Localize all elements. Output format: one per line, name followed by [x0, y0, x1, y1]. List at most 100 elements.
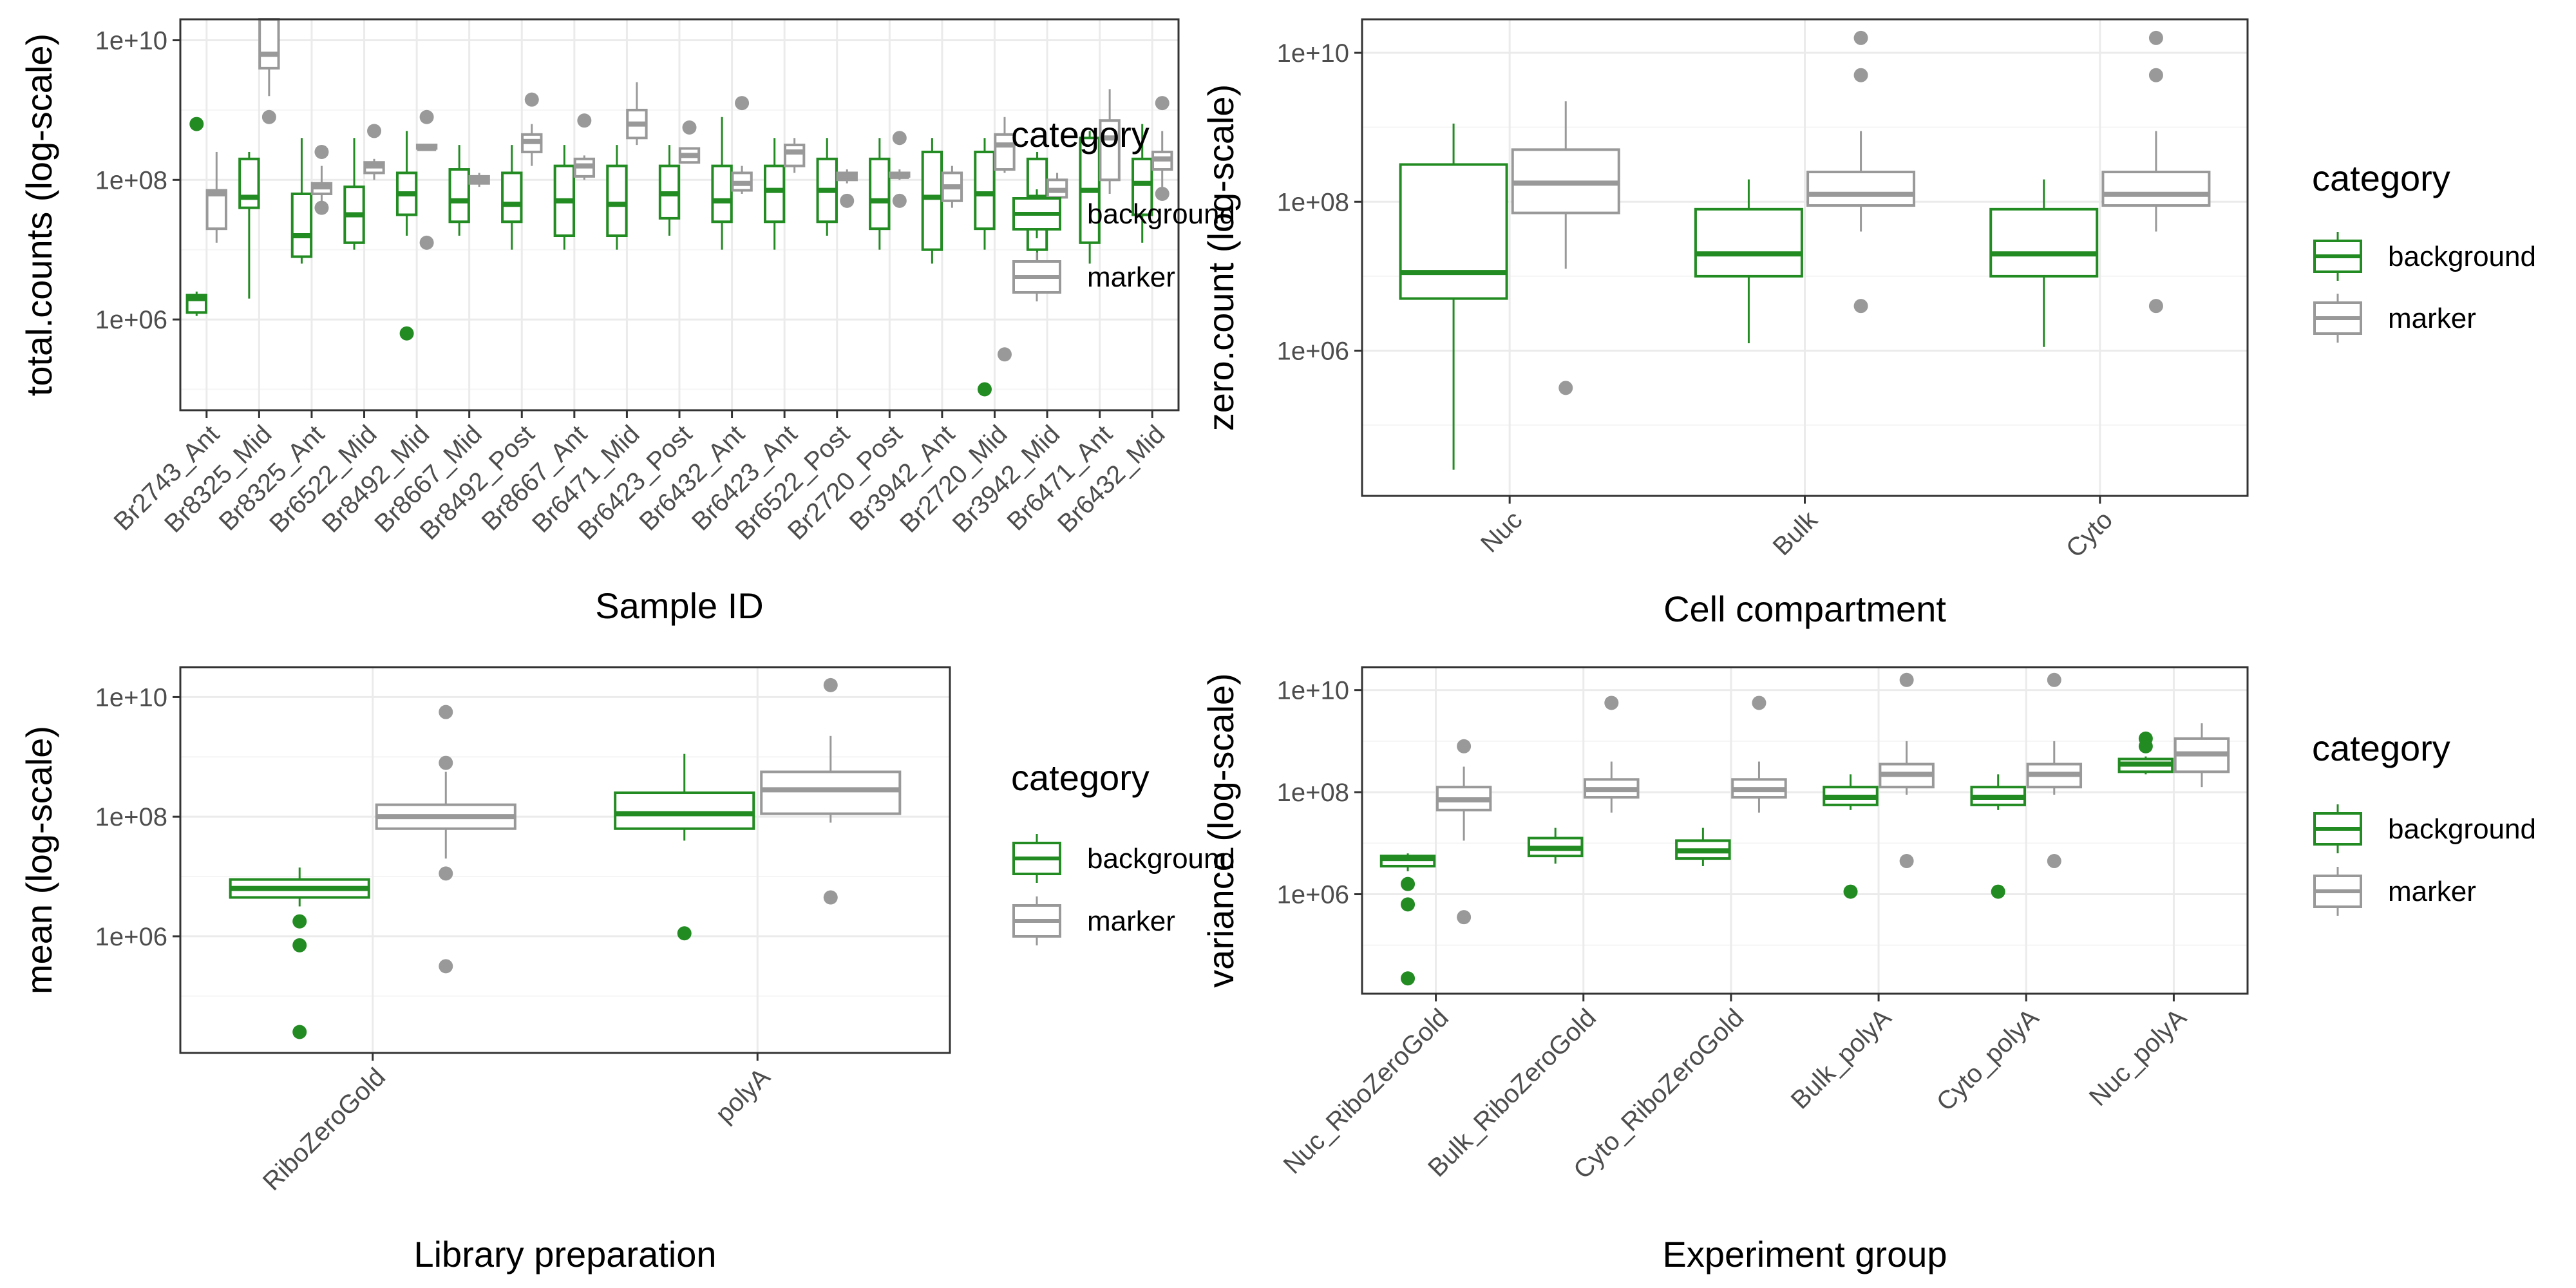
outlier-point — [1853, 68, 1868, 82]
y-tick-label: 1e+08 — [1277, 779, 1349, 807]
x-tick-label: Bulk_RiboZeroGold — [1423, 1003, 1602, 1182]
box-iqr — [1099, 119, 1121, 182]
box-background-Nuc_RiboZeroGold — [1379, 853, 1436, 986]
box-iqr — [501, 171, 523, 223]
box-background-Cyto — [1989, 179, 2099, 347]
box-marker-Bulk — [1806, 30, 1916, 314]
box-iqr — [614, 791, 755, 830]
legend-label-marker: marker — [1087, 905, 1175, 937]
box-marker-Br3942_Ant — [941, 166, 963, 208]
y-tick-label: 1e+06 — [1277, 881, 1349, 909]
y-axis-title: mean (log-scale) — [19, 726, 59, 994]
box-background-Br6522_Post — [816, 138, 838, 236]
box-background-Nuc_polyA — [2117, 731, 2174, 775]
x-tick-label: RiboZeroGold — [258, 1063, 391, 1196]
box-marker-Bulk_RiboZeroGold — [1584, 696, 1640, 813]
plot-panel — [180, 667, 950, 1053]
outlier-point — [524, 92, 539, 107]
outlier-point — [367, 124, 382, 138]
box-background-Br8325_Mid — [238, 151, 260, 299]
box-background-Br8492_Post — [501, 145, 523, 250]
x-tick-label: polyA — [710, 1063, 776, 1128]
x-axis-title: Sample ID — [595, 585, 763, 626]
box-marker-Nuc_polyA — [2174, 723, 2230, 788]
panel-top-left: 1e+061e+081e+10Br2743_AntBr8325_MidBr832… — [19, 18, 1235, 626]
box-iqr — [1989, 207, 2099, 278]
legend-label-marker: marker — [2388, 303, 2476, 334]
box-marker-Bulk_polyA — [1879, 672, 1935, 869]
outlier-point — [439, 959, 453, 974]
box-marker-Br6432_Ant — [731, 96, 753, 194]
box-background-Cyto_polyA — [1970, 774, 2026, 899]
x-axis-title: Library preparation — [413, 1234, 716, 1274]
box-iqr — [869, 157, 891, 231]
outlier-point — [977, 382, 992, 397]
outlier-point — [1401, 876, 1416, 891]
outlier-point — [1457, 910, 1472, 925]
legend: category background marker — [2312, 158, 2536, 343]
legend: category background marker — [2312, 728, 2536, 916]
outlier-point — [419, 109, 434, 124]
outlier-point — [823, 890, 838, 905]
outlier-point — [1558, 381, 1573, 395]
box-background-Bulk — [1694, 179, 1803, 343]
box-background-Br6432_Ant — [711, 117, 733, 250]
outlier-point — [439, 705, 453, 719]
box-iqr — [606, 164, 628, 238]
box-background-Br2720_Mid — [974, 138, 996, 397]
outlier-point — [439, 866, 453, 881]
outlier-point — [682, 120, 697, 135]
legend-label-marker: marker — [1087, 261, 1175, 293]
box-marker-Br6423_Post — [678, 120, 701, 164]
box-iqr — [711, 164, 733, 223]
legend-title: category — [2312, 158, 2450, 198]
outlier-point — [1843, 884, 1858, 899]
box-iqr — [290, 192, 313, 258]
outlier-point — [314, 200, 329, 215]
outlier-point — [997, 347, 1012, 362]
outlier-point — [2047, 672, 2061, 687]
box-background-RiboZeroGold — [229, 867, 370, 1039]
outlier-point — [1604, 696, 1619, 710]
box-marker-Cyto_polyA — [2026, 672, 2083, 869]
box-iqr — [763, 164, 786, 223]
box-background-Br8667_Ant — [553, 145, 576, 250]
box-marker-Br8492_Post — [521, 92, 543, 166]
box-marker-Br6423_Ant — [783, 138, 806, 173]
y-tick-label: 1e+10 — [95, 683, 167, 712]
box-iqr — [448, 168, 470, 223]
y-tick-label: 1e+06 — [1277, 337, 1349, 366]
outlier-point — [892, 193, 907, 208]
x-tick-label: Cyto_polyA — [1931, 1003, 2045, 1117]
y-tick-label: 1e+08 — [1277, 188, 1349, 216]
x-tick-label: Nuc — [1475, 506, 1528, 558]
legend-label-background: background — [2388, 813, 2536, 845]
box-background-Br6522_Mid — [343, 138, 365, 250]
outlier-point — [2047, 854, 2061, 869]
box-marker-polyA — [760, 677, 902, 905]
outlier-point — [1991, 884, 2005, 899]
box-iqr — [258, 18, 280, 70]
box-background-Br2743_Ant — [185, 117, 207, 316]
outlier-point — [1155, 186, 1170, 201]
outlier-point — [439, 755, 453, 770]
outlier-point — [1853, 299, 1868, 314]
box-marker-Br6471_Mid — [626, 82, 648, 146]
outlier-point — [292, 938, 307, 952]
outlier-point — [2148, 299, 2163, 314]
box-marker-Br2743_Ant — [205, 151, 227, 243]
box-background-polyA — [614, 753, 755, 941]
x-tick-label: Nuc_polyA — [2084, 1003, 2192, 1112]
box-iqr — [238, 157, 260, 209]
outlier-point — [1752, 696, 1766, 710]
outlier-point — [399, 326, 414, 341]
legend-title: category — [1011, 114, 1150, 155]
box-background-Br8325_Ant — [290, 138, 313, 264]
box-background-Br8492_Mid — [395, 131, 418, 341]
panel-bottom-right: 1e+06 1e+08 1e+10 Nuc_RiboZeroGoldBulk_Ribo… — [1200, 666, 2536, 1274]
outlier-point — [840, 193, 855, 208]
outlier-point — [735, 96, 750, 111]
box-iqr — [1806, 171, 1916, 207]
outlier-point — [2148, 30, 2163, 45]
